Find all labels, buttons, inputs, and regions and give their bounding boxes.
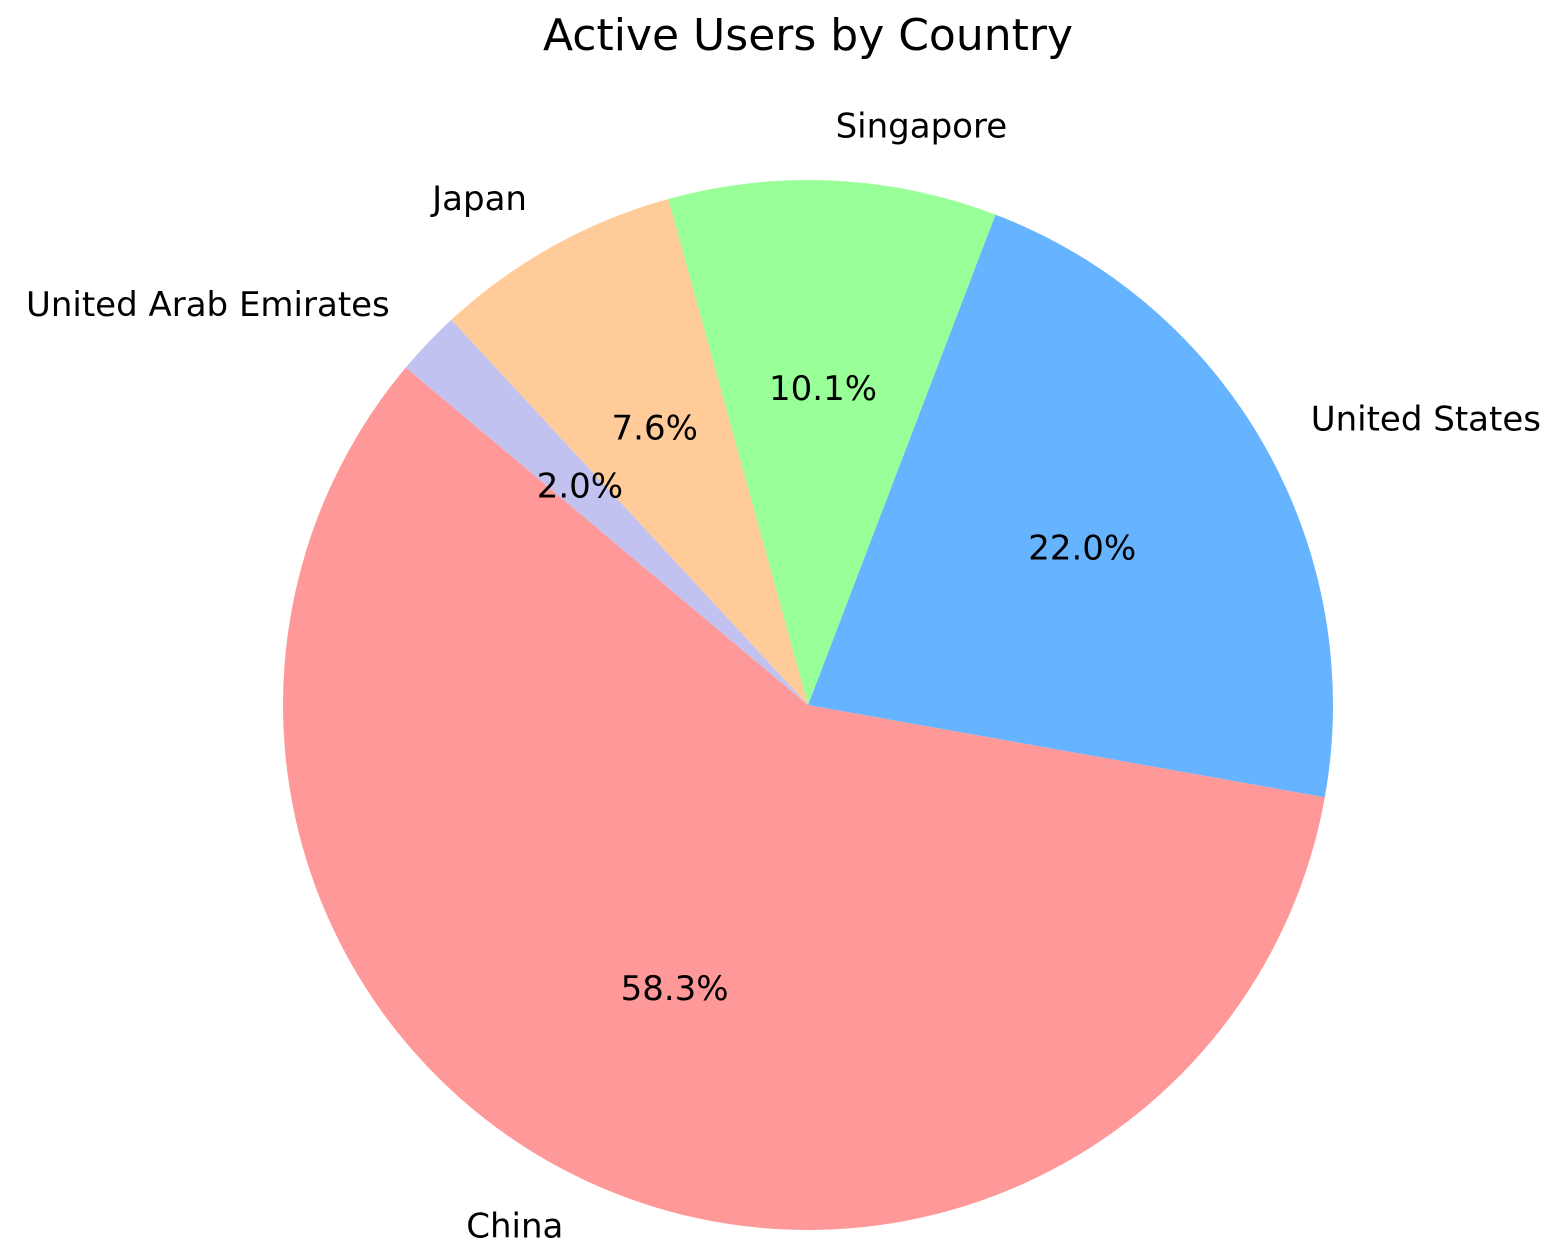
- percent-label: 58.3%: [621, 969, 729, 1009]
- percent-label: 2.0%: [537, 466, 623, 506]
- slice-label: Singapore: [836, 107, 1008, 147]
- pie-slice: [668, 180, 996, 706]
- percent-label: 22.0%: [1028, 528, 1136, 568]
- slice-label: China: [466, 1207, 563, 1247]
- percent-label: 10.1%: [769, 369, 877, 409]
- slice-label: Japan: [430, 179, 527, 219]
- percent-label: 7.6%: [612, 408, 698, 448]
- pie-slice: [405, 319, 808, 705]
- pie-slice: [451, 198, 808, 705]
- slice-label: United States: [1311, 399, 1541, 439]
- pie-slice: [283, 367, 1325, 1230]
- slice-label: United Arab Emirates: [26, 285, 390, 325]
- chart-title: Active Users by Country: [543, 10, 1073, 61]
- pie-slice: [808, 214, 1333, 798]
